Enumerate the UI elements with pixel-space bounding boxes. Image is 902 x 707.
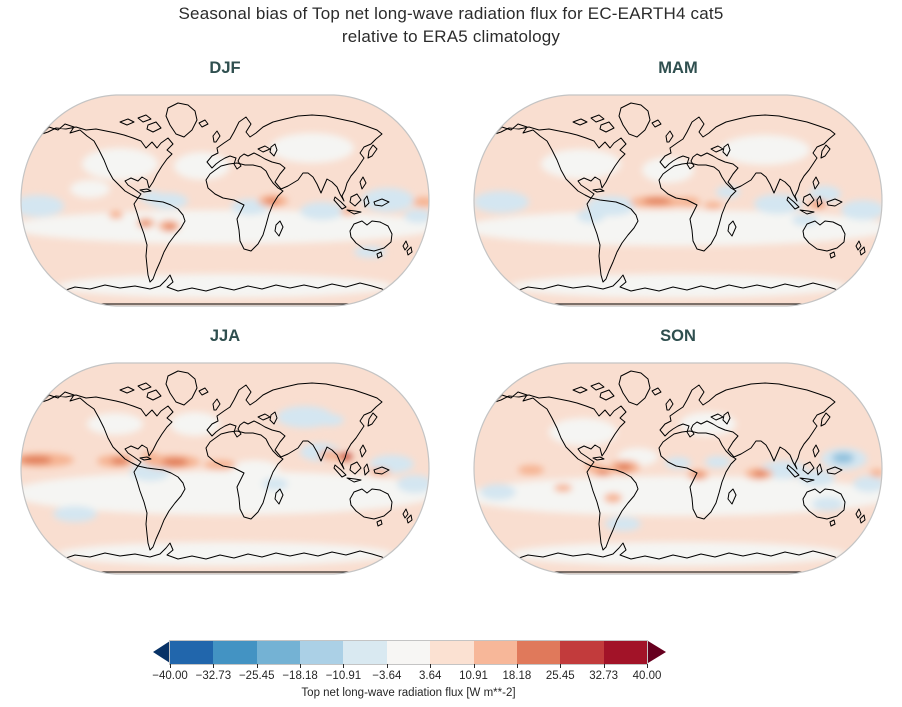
colorbar-tick-label: −40.00 xyxy=(152,670,188,682)
colorbar-tick-mark xyxy=(473,664,475,668)
colorbar-tick-label: −3.64 xyxy=(372,670,402,682)
figure-title-line2: relative to ERA5 climatology xyxy=(341,27,561,46)
colorbar-tick-mark xyxy=(170,664,171,668)
figure-title-line1: Seasonal bias of Top net long-wave radia… xyxy=(178,4,724,23)
map-jja xyxy=(20,362,430,575)
panel-title-son: SON xyxy=(660,327,696,345)
colorbar-segment xyxy=(473,641,517,664)
colorbar-tick-label: −25.45 xyxy=(238,670,275,682)
colorbar-tick-mark xyxy=(516,664,518,668)
map-jja-content xyxy=(21,363,429,574)
map-son xyxy=(473,362,883,575)
colorbar: −40.00 −32.73 −25.45 −18.18 −10.91 −3.64 3.64 1… xyxy=(152,640,666,707)
colorbar-tick-mark xyxy=(430,664,432,668)
colorbar-tick-mark xyxy=(647,664,648,668)
colorbar-tick-mark xyxy=(256,664,258,668)
colorbar-segment xyxy=(213,641,257,664)
panel-title-mam: MAM xyxy=(658,59,698,77)
map-mam xyxy=(473,94,883,307)
colorbar-segment xyxy=(343,641,387,664)
colorbar-tick-mark xyxy=(213,664,215,668)
colorbar-tick-label: −32.73 xyxy=(195,670,232,682)
colorbar-segment xyxy=(430,641,474,664)
colorbar-tick-mark xyxy=(603,664,605,668)
colorbar-tick-mark xyxy=(300,664,302,668)
colorbar-tick-label: 40.00 xyxy=(632,670,662,682)
colorbar-segment xyxy=(300,641,344,664)
colorbar-tick-label: 25.45 xyxy=(545,670,575,682)
colorbar-tick-label: −10.91 xyxy=(325,670,362,682)
colorbar-extend-left-arrow xyxy=(153,641,170,663)
colorbar-segments xyxy=(169,640,648,665)
colorbar-tick-label: −18.18 xyxy=(282,670,318,682)
colorbar-segment xyxy=(560,641,604,664)
colorbar-tick-mark xyxy=(386,664,388,668)
colorbar-segment xyxy=(256,641,301,664)
colorbar-label: Top net long-wave radiation flux [W m**-… xyxy=(301,687,516,699)
panel-title-djf: DJF xyxy=(209,59,241,77)
map-djf xyxy=(20,94,430,307)
map-son-content xyxy=(474,363,882,574)
colorbar-tick-mark xyxy=(343,664,345,668)
map-mam-content xyxy=(474,95,882,306)
colorbar-tick-label: 3.64 xyxy=(418,670,442,682)
colorbar-segment xyxy=(516,641,561,664)
colorbar-segment xyxy=(603,641,647,664)
colorbar-tick-mark xyxy=(560,664,562,668)
colorbar-segment xyxy=(386,641,431,664)
colorbar-tick-label: 32.73 xyxy=(589,670,619,682)
colorbar-extend-right-arrow xyxy=(648,641,666,663)
colorbar-tick-label: 10.91 xyxy=(459,670,488,682)
colorbar-tick-label: 18.18 xyxy=(502,670,532,682)
map-djf-content xyxy=(21,95,429,306)
panel-title-jja: JJA xyxy=(209,327,241,345)
colorbar-segment xyxy=(170,641,214,664)
